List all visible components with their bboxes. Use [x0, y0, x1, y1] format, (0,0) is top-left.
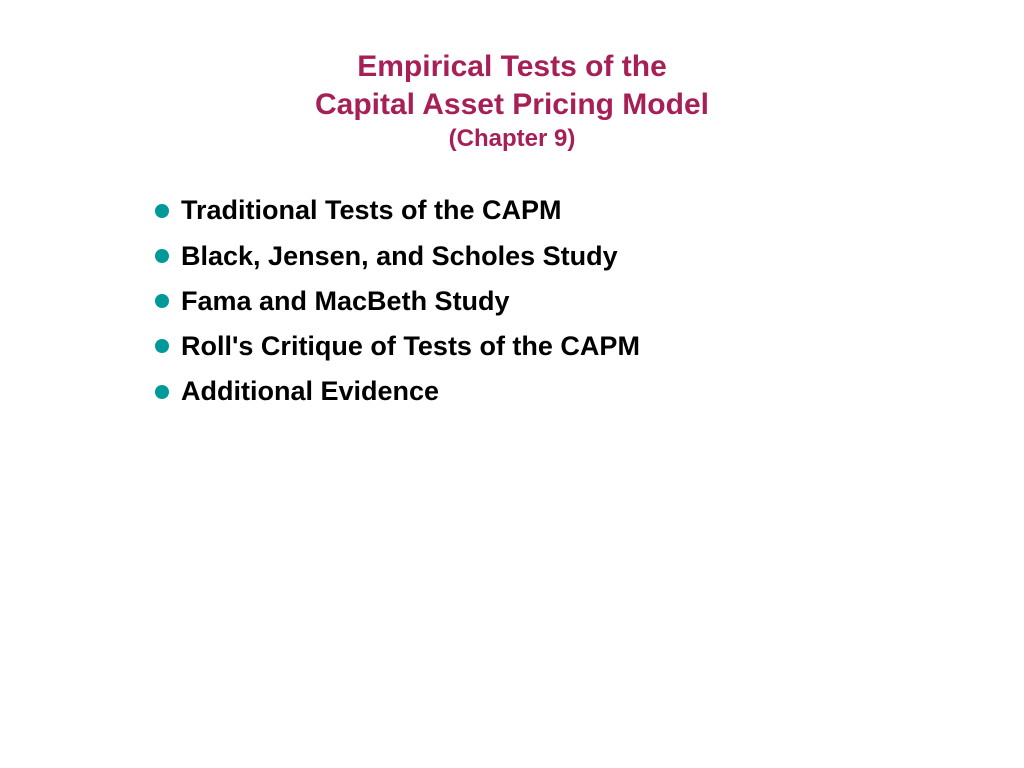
bullet-item: Traditional Tests of the CAPM	[155, 191, 1024, 230]
bullet-item: Fama and MacBeth Study	[155, 282, 1024, 321]
title-line-2: Capital Asset Pricing Model	[0, 86, 1024, 124]
bullet-text: Traditional Tests of the CAPM	[181, 191, 562, 230]
bullet-list: Traditional Tests of the CAPM Black, Jen…	[0, 191, 1024, 411]
bullet-text: Fama and MacBeth Study	[181, 282, 510, 321]
bullet-dot-icon	[155, 294, 169, 308]
title-block: Empirical Tests of the Capital Asset Pri…	[0, 48, 1024, 155]
title-line-1: Empirical Tests of the	[0, 48, 1024, 86]
slide-container: Empirical Tests of the Capital Asset Pri…	[0, 0, 1024, 768]
bullet-item: Roll's Critique of Tests of the CAPM	[155, 327, 1024, 366]
bullet-dot-icon	[155, 249, 169, 263]
bullet-text: Black, Jensen, and Scholes Study	[181, 237, 618, 276]
bullet-text: Roll's Critique of Tests of the CAPM	[181, 327, 640, 366]
title-subtitle: (Chapter 9)	[0, 123, 1024, 155]
bullet-text: Additional Evidence	[181, 372, 439, 411]
bullet-dot-icon	[155, 339, 169, 353]
bullet-item: Black, Jensen, and Scholes Study	[155, 237, 1024, 276]
bullet-item: Additional Evidence	[155, 372, 1024, 411]
bullet-dot-icon	[155, 204, 169, 218]
bullet-dot-icon	[155, 385, 169, 399]
